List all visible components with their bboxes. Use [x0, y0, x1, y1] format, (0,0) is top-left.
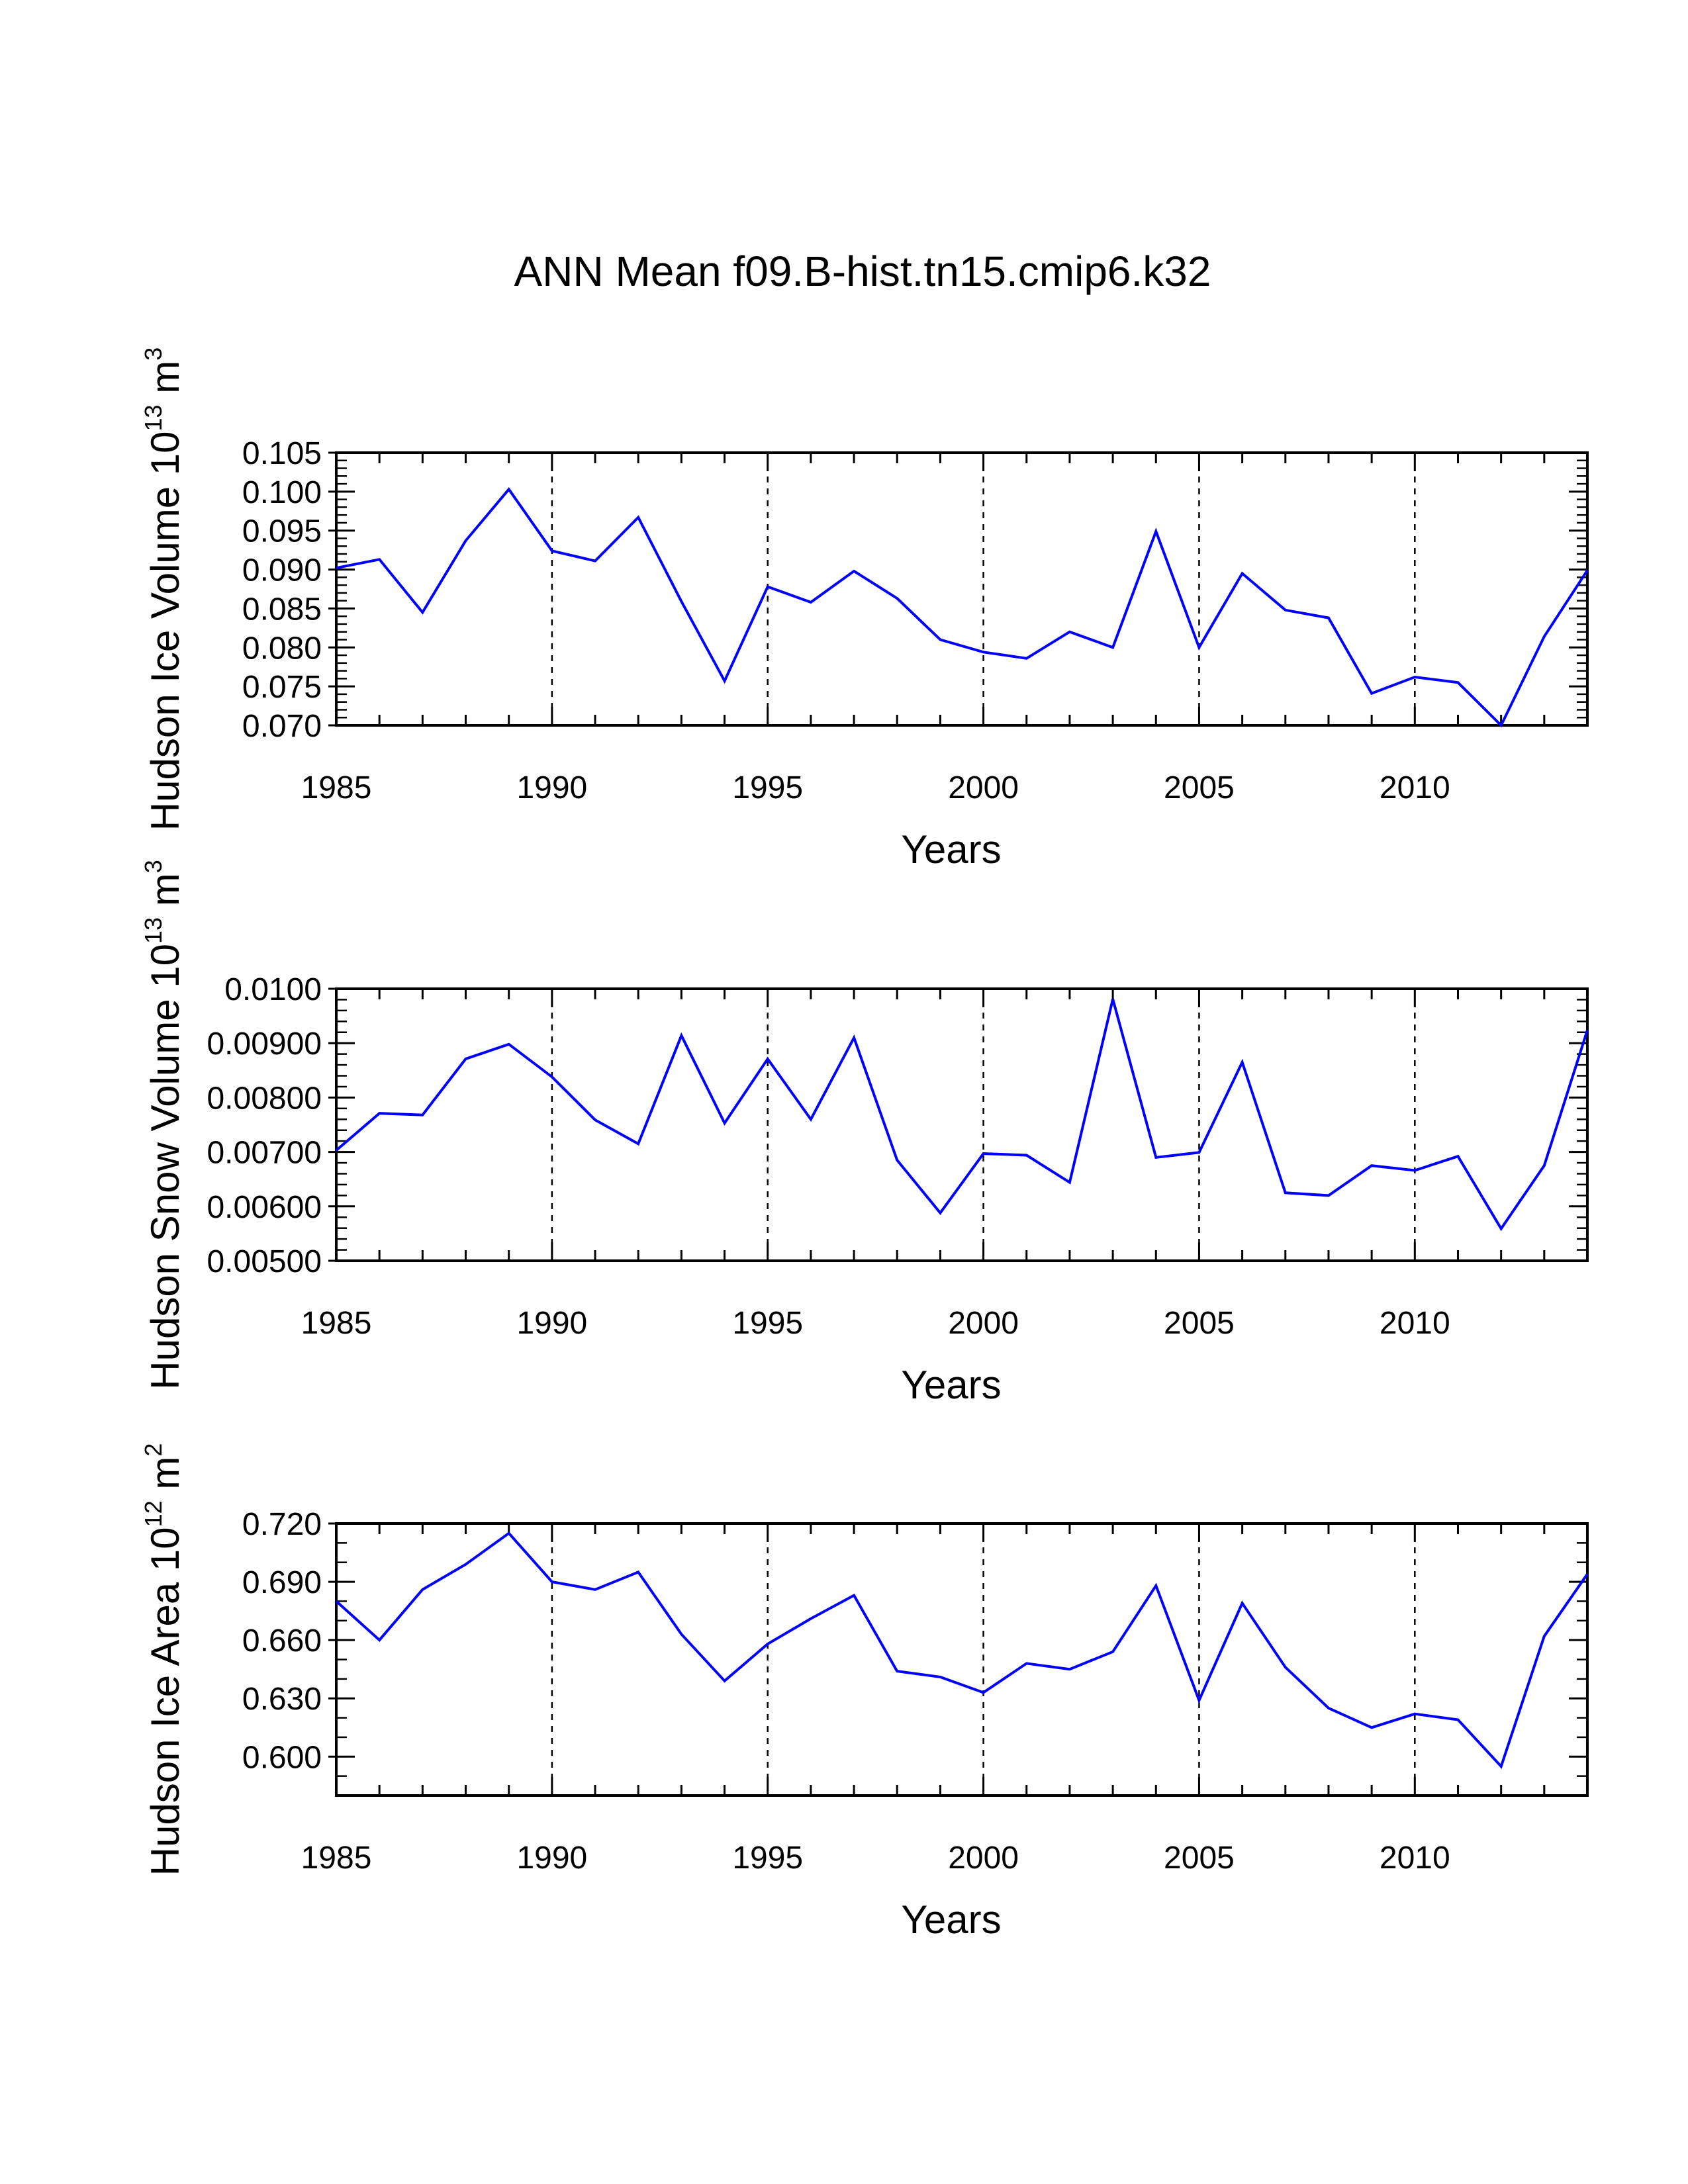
y-tick-label: 0.600 [242, 1740, 322, 1775]
series-line [335, 1531, 1589, 1769]
figure-title: ANN Mean f09.B-hist.tn15.cmip6.k32 [514, 248, 1211, 295]
y-tick-label: 0.660 [242, 1623, 322, 1659]
x-tick-label: 2005 [1164, 1841, 1235, 1876]
y-tick-label: 0.080 [242, 631, 322, 666]
y-tick-label: 0.070 [242, 709, 322, 744]
series-line [336, 487, 1589, 728]
x-axis-title: Years [901, 827, 1001, 872]
x-tick-label: 1985 [301, 770, 372, 805]
plot-frame [335, 451, 1589, 727]
x-tick-label: 1990 [516, 1306, 587, 1341]
x-tick-label: 1995 [732, 1306, 803, 1341]
y-tick-label: 0.00800 [207, 1081, 322, 1116]
x-tick-label: 2010 [1380, 1306, 1450, 1341]
x-tick-label: 2000 [948, 1841, 1019, 1876]
series-line [335, 999, 1589, 1232]
y-tick-label: 0.720 [242, 1507, 322, 1542]
y-tick-label: 0.0100 [224, 972, 322, 1007]
x-tick-label: 1990 [516, 1841, 587, 1876]
x-tick-label: 1995 [732, 1841, 803, 1876]
y-tick-label: 0.00700 [207, 1136, 322, 1171]
plot-frame [335, 1522, 1589, 1797]
y-tick-label: 0.095 [242, 514, 322, 549]
x-tick-label: 2000 [948, 770, 1019, 805]
x-axis-title: Years [901, 1897, 1001, 1942]
y-tick-label: 0.085 [242, 592, 322, 627]
y-axis-title: Hudson Ice Area 1012 m2 [140, 1443, 187, 1876]
x-tick-label: 2010 [1380, 770, 1450, 805]
y-tick-label: 0.075 [242, 670, 322, 705]
x-tick-label: 1985 [301, 1841, 372, 1876]
y-tick-label: 0.100 [242, 475, 322, 510]
y-tick-label: 0.00500 [207, 1244, 322, 1279]
y-tick-label: 0.630 [242, 1682, 322, 1717]
x-tick-label: 2005 [1164, 770, 1235, 805]
x-tick-label: 1990 [516, 770, 587, 805]
x-tick-label: 1985 [301, 1306, 372, 1341]
chart-panel-3: 0.600 0.630 0.660 0.690 0.720 1985 1990 1995 200… [140, 1443, 1589, 1942]
x-axis-title: Years [901, 1363, 1001, 1407]
x-tick-label: 1995 [732, 770, 803, 805]
x-tick-label: 2005 [1164, 1306, 1235, 1341]
y-tick-label: 0.690 [242, 1565, 322, 1600]
y-tick-label: 0.00600 [207, 1190, 322, 1225]
chart-panel-1: 0.070 0.075 0.080 0.085 0.090 0.095 0.100 0.105… [140, 347, 1589, 872]
chart-panel-2: 0.00500 0.00600 0.00700 0.00800 0.00900 0.010… [140, 860, 1589, 1407]
plot-frame [335, 987, 1589, 1262]
y-tick-label: 0.105 [242, 436, 322, 471]
y-axis-title: Hudson Ice Volume 1013 m3 [140, 347, 187, 831]
x-tick-label: 2010 [1380, 1841, 1450, 1876]
y-tick-label: 0.090 [242, 553, 322, 588]
x-tick-label: 2000 [948, 1306, 1019, 1341]
y-tick-label: 0.00900 [207, 1026, 322, 1062]
panels: 0.070 0.075 0.080 0.085 0.090 0.095 0.100 0.105… [140, 347, 1589, 1942]
y-axis-title: Hudson Snow Volume 1013 m3 [140, 860, 187, 1390]
